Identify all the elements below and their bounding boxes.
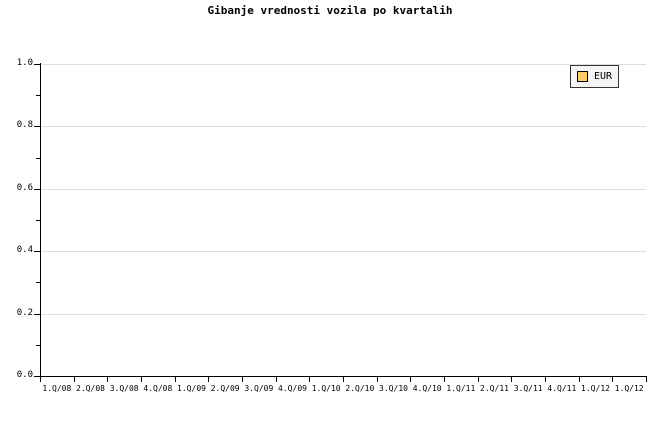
x-axis-tick-label: 2.Q/09: [210, 384, 240, 393]
x-axis-tick: [545, 377, 546, 382]
x-axis-tick: [646, 377, 647, 382]
y-axis-tick-major: [34, 313, 40, 315]
y-axis-tick-minor: [36, 157, 40, 159]
gridline-horizontal: [40, 64, 646, 65]
y-axis-labels: 0.0 0.2 0.4 0.6 0.8 1.0: [0, 0, 33, 440]
y-axis-tick-label: 0.2: [16, 307, 33, 318]
legend-swatch-eur-icon: [577, 71, 588, 82]
x-axis-tick: [242, 377, 243, 382]
x-axis-tick-label: 2.Q/11: [480, 384, 509, 393]
x-axis-tick-label: 4.Q/09: [278, 384, 307, 393]
y-axis-tick-minor: [36, 220, 40, 221]
x-axis-tick: [343, 377, 344, 382]
x-axis-tick-label: 3.Q/10: [379, 384, 408, 393]
x-axis-tick-label: 3.Q/11: [513, 384, 543, 393]
x-axis-tick: [107, 377, 108, 382]
legend-label-eur: EUR: [594, 70, 613, 82]
y-axis-tick-minor: [36, 344, 40, 346]
x-axis-tick-label: 4.Q/08: [143, 384, 173, 393]
x-axis-tick-label: 4.Q/11: [547, 384, 577, 393]
x-axis-tick: [612, 377, 613, 382]
x-axis-tick: [377, 377, 378, 382]
x-axis-tick: [444, 377, 445, 382]
y-axis-tick-minor: [36, 282, 40, 284]
y-axis-tick-label: 0.4: [16, 245, 33, 256]
y-axis-line: [40, 63, 41, 377]
x-axis-tick-label: 2.Q/10: [345, 384, 375, 393]
x-axis-tick-label: 3.Q/08: [109, 384, 139, 393]
y-axis-tick-label: 0.0: [16, 370, 33, 380]
y-axis-tick-label: 0.6: [16, 182, 33, 193]
x-axis-tick-label: 2.Q/08: [76, 384, 105, 393]
x-axis-tick-label: 1.Q/11: [446, 384, 476, 393]
x-axis-tick: [410, 377, 411, 382]
x-axis-tick-label: 1.Q/10: [311, 384, 341, 393]
y-axis-tick-major: [34, 251, 40, 253]
y-axis-tick-label: 1.0: [16, 58, 33, 68]
x-axis-tick-label: 1.Q/12: [581, 384, 610, 393]
x-axis-tick: [579, 377, 580, 382]
chart-title: Gibanje vrednosti vozila po kvartalih: [207, 4, 453, 17]
y-axis-tick-major: [34, 64, 40, 65]
gridline-horizontal: [40, 251, 646, 253]
x-axis-tick-label: 1.Q/12: [614, 384, 644, 393]
y-axis-tick-major: [34, 126, 40, 128]
x-axis-tick: [175, 377, 176, 382]
x-axis-tick-label: 1.Q/09: [177, 384, 206, 393]
gridline-horizontal: [40, 313, 646, 315]
x-axis-tick: [74, 377, 75, 382]
x-axis-tick: [208, 377, 209, 382]
x-axis-tick: [478, 377, 479, 382]
y-axis-tick-major: [34, 376, 40, 377]
gridline-horizontal: [40, 188, 646, 190]
chart-legend[interactable]: EUR: [570, 65, 620, 88]
gridline-horizontal: [40, 126, 646, 128]
x-axis-tick: [276, 377, 277, 382]
y-axis-tick-label: 0.8: [16, 120, 33, 131]
y-axis-tick-major: [34, 188, 40, 190]
plot-area: [40, 64, 646, 377]
x-axis-tick: [40, 377, 41, 382]
x-axis-tick: [511, 377, 512, 382]
x-axis-tick: [141, 377, 142, 382]
x-axis-tick-label: 3.Q/09: [244, 384, 274, 393]
y-axis-tick-minor: [36, 95, 40, 97]
x-axis-labels: 1.Q/08 2.Q/08 3.Q/08 4.Q/08 1.Q/09 2.Q/09 3.Q/…: [40, 384, 647, 398]
x-axis-line: [40, 376, 647, 377]
x-axis-tick-label: 1.Q/08: [42, 384, 72, 393]
x-axis-tick: [309, 377, 310, 382]
x-axis-tick-label: 4.Q/10: [412, 384, 442, 393]
